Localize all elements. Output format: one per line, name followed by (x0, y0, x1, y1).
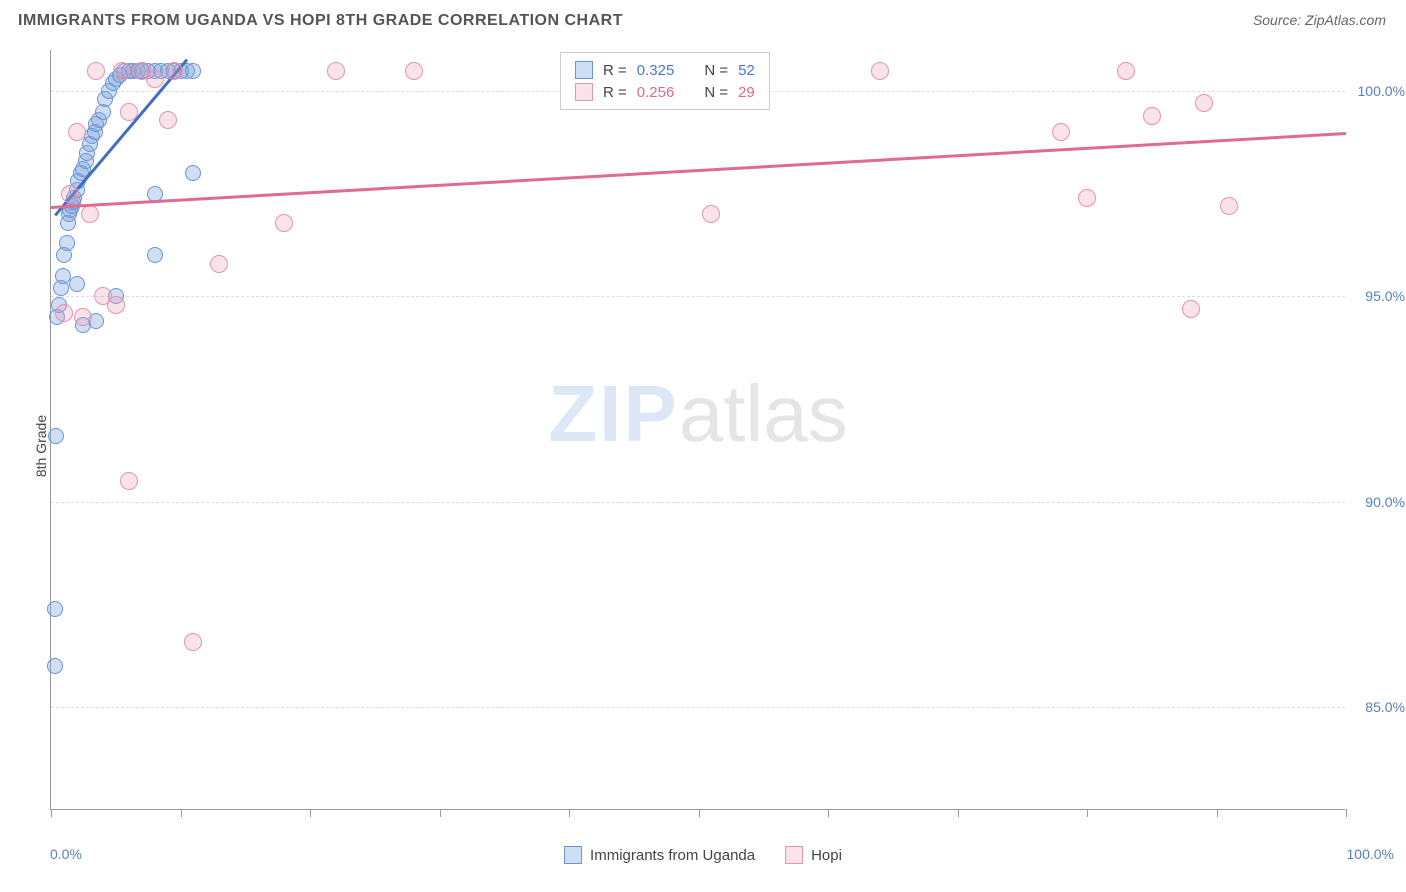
data-point-hopi (120, 472, 138, 490)
stats-legend-row: R = 0.256 N = 29 (575, 81, 755, 103)
legend-swatch (575, 83, 593, 101)
legend-swatch (575, 61, 593, 79)
legend-swatch (785, 846, 803, 864)
data-point-hopi (210, 255, 228, 273)
x-tick (1346, 809, 1347, 817)
gridline (51, 296, 1345, 297)
x-axis-max-label: 100.0% (1347, 846, 1394, 862)
x-tick (569, 809, 570, 817)
data-point-hopi (275, 214, 293, 232)
data-point-uganda (147, 247, 163, 263)
x-tick (310, 809, 311, 817)
legend-swatch (564, 846, 582, 864)
data-point-uganda (47, 601, 63, 617)
data-point-uganda (185, 165, 201, 181)
data-point-uganda (48, 428, 64, 444)
r-label: R = (603, 84, 627, 101)
y-tick-label: 100.0% (1358, 83, 1405, 99)
data-point-hopi (68, 123, 86, 141)
data-point-hopi (327, 62, 345, 80)
data-point-hopi (1182, 300, 1200, 318)
data-point-hopi (87, 62, 105, 80)
data-point-hopi (405, 62, 423, 80)
data-point-hopi (1052, 123, 1070, 141)
x-tick (51, 809, 52, 817)
data-point-hopi (120, 103, 138, 121)
r-value: 0.325 (637, 62, 675, 79)
source-attribution: Source: ZipAtlas.com (1253, 12, 1386, 28)
data-point-hopi (113, 62, 131, 80)
data-point-hopi (55, 304, 73, 322)
data-point-hopi (184, 633, 202, 651)
gridline (51, 502, 1345, 503)
data-point-hopi (81, 205, 99, 223)
legend-label: Immigrants from Uganda (590, 847, 755, 864)
x-tick (828, 809, 829, 817)
gridline (51, 707, 1345, 708)
y-tick-label: 85.0% (1365, 699, 1405, 715)
plot-area: ZIPatlas 85.0%90.0%95.0%100.0% (50, 50, 1345, 810)
r-label: R = (603, 62, 627, 79)
data-point-hopi (702, 205, 720, 223)
chart-title: IMMIGRANTS FROM UGANDA VS HOPI 8TH GRADE… (18, 12, 623, 30)
y-tick-label: 90.0% (1365, 494, 1405, 510)
data-point-hopi (1195, 94, 1213, 112)
x-tick (181, 809, 182, 817)
legend-item: Hopi (785, 846, 842, 864)
data-point-hopi (159, 111, 177, 129)
data-point-hopi (61, 185, 79, 203)
n-value: 52 (738, 62, 755, 79)
data-point-hopi (165, 62, 183, 80)
y-tick-label: 95.0% (1365, 288, 1405, 304)
data-point-hopi (1117, 62, 1135, 80)
stats-legend: R = 0.325 N = 52 R = 0.256 N = 29 (560, 52, 770, 110)
n-label: N = (704, 84, 728, 101)
correlation-chart: IMMIGRANTS FROM UGANDA VS HOPI 8TH GRADE… (0, 0, 1406, 892)
data-point-hopi (1143, 107, 1161, 125)
data-point-hopi (74, 308, 92, 326)
legend-item: Immigrants from Uganda (564, 846, 755, 864)
data-point-hopi (1078, 189, 1096, 207)
x-tick (699, 809, 700, 817)
n-value: 29 (738, 84, 755, 101)
data-point-uganda (59, 235, 75, 251)
data-point-hopi (107, 296, 125, 314)
data-point-hopi (146, 70, 164, 88)
legend-label: Hopi (811, 847, 842, 864)
stats-legend-row: R = 0.325 N = 52 (575, 59, 755, 81)
trendline-hopi (51, 132, 1346, 208)
data-point-hopi (1220, 197, 1238, 215)
data-point-uganda (69, 276, 85, 292)
n-label: N = (704, 62, 728, 79)
y-axis-title: 8th Grade (33, 415, 49, 477)
x-tick (1087, 809, 1088, 817)
x-tick (440, 809, 441, 817)
data-point-hopi (871, 62, 889, 80)
data-point-uganda (185, 63, 201, 79)
r-value: 0.256 (637, 84, 675, 101)
x-axis-min-label: 0.0% (50, 846, 82, 862)
x-tick (1217, 809, 1218, 817)
x-tick (958, 809, 959, 817)
watermark: ZIPatlas (548, 368, 847, 460)
data-point-uganda (47, 658, 63, 674)
series-legend: Immigrants from Uganda Hopi (564, 846, 842, 864)
